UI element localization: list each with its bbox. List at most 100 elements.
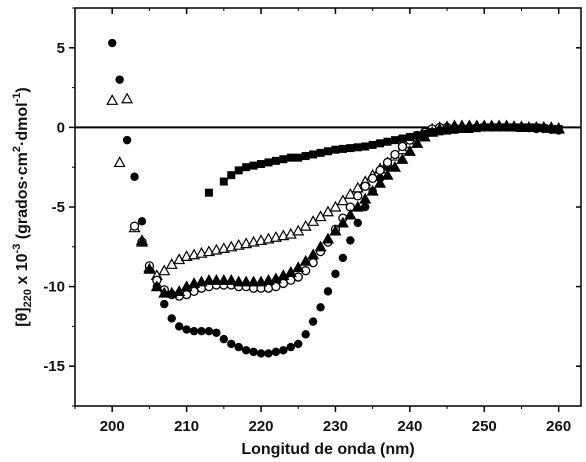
data-point-filled-square bbox=[257, 160, 266, 169]
data-point-filled-square bbox=[368, 140, 377, 149]
x-tick-labels: 200 210 220 230 240 250 260 bbox=[100, 418, 572, 435]
data-point-filled-triangle bbox=[344, 208, 357, 220]
data-point-open-circle bbox=[189, 286, 199, 297]
data-point-open-triangle bbox=[121, 92, 134, 104]
data-point-open-circle bbox=[353, 191, 363, 201]
data-point-filled-circle bbox=[160, 299, 169, 309]
data-point-open-triangle bbox=[106, 94, 119, 105]
x-tick-label: 230 bbox=[323, 418, 348, 435]
data-point-filled-square bbox=[554, 124, 563, 133]
data-point-filled-circle bbox=[279, 346, 288, 355]
y-tick-label: -15 bbox=[43, 358, 65, 375]
data-point-filled-triangle bbox=[292, 261, 305, 273]
data-point-filled-square bbox=[376, 139, 385, 148]
x-tick-label: 220 bbox=[249, 418, 274, 435]
axis-ticks bbox=[69, 7, 581, 412]
data-point-filled-square bbox=[487, 123, 496, 132]
data-point-open-circle bbox=[390, 149, 400, 160]
data-point-filled-square bbox=[532, 123, 541, 132]
data-point-filled-circle bbox=[204, 326, 214, 336]
data-point-filled-square bbox=[234, 166, 243, 175]
data-point-filled-circle bbox=[130, 172, 139, 181]
data-point-open-circle bbox=[375, 165, 385, 176]
data-point-filled-triangle bbox=[336, 216, 349, 228]
y-tick-label: -5 bbox=[52, 199, 65, 216]
data-point-filled-circle bbox=[338, 253, 348, 263]
data-point-filled-square bbox=[450, 125, 459, 134]
data-point-open-circle bbox=[278, 278, 289, 289]
data-point-filled-square bbox=[547, 124, 556, 133]
data-point-filled-square bbox=[249, 161, 258, 170]
data-point-open-triangle bbox=[336, 194, 349, 206]
data-point-filled-square bbox=[227, 171, 236, 180]
data-point-filled-circle bbox=[308, 317, 318, 326]
data-point-filled-circle bbox=[234, 342, 243, 352]
data-point-filled-circle bbox=[331, 269, 340, 279]
data-point-filled-square bbox=[219, 177, 228, 186]
x-tick-label: 240 bbox=[397, 418, 422, 435]
data-point-filled-circle bbox=[189, 326, 199, 336]
data-point-filled-circle bbox=[197, 326, 206, 336]
data-point-filled-square bbox=[346, 144, 355, 153]
data-point-filled-square bbox=[480, 123, 489, 132]
data-point-filled-square bbox=[338, 144, 347, 153]
data-point-open-circle bbox=[293, 272, 303, 282]
data-point-filled-square bbox=[383, 137, 392, 146]
data-point-filled-square bbox=[472, 124, 481, 133]
data-point-filled-triangle bbox=[359, 192, 372, 204]
data-point-filled-circle bbox=[115, 75, 124, 84]
data-point-filled-square bbox=[204, 188, 213, 197]
data-point-filled-square bbox=[443, 126, 452, 135]
data-point-filled-square bbox=[361, 142, 370, 151]
data-point-filled-triangle bbox=[225, 273, 238, 285]
data-point-filled-square bbox=[428, 128, 437, 137]
data-point-filled-triangle bbox=[240, 275, 253, 287]
data-point-filled-triangle bbox=[210, 273, 223, 285]
data-point-filled-square bbox=[398, 134, 407, 143]
data-point-filled-square bbox=[331, 145, 340, 154]
data-point-open-triangle bbox=[158, 264, 171, 276]
data-point-filled-square bbox=[301, 152, 310, 161]
data-point-filled-square bbox=[495, 123, 504, 132]
data-point-filled-square bbox=[457, 124, 466, 133]
data-point-filled-triangle bbox=[403, 145, 416, 156]
x-tick-label: 200 bbox=[100, 418, 125, 435]
data-point-filled-circle bbox=[219, 334, 229, 344]
data-point-filled-circle bbox=[286, 342, 295, 352]
data-point-filled-square bbox=[420, 129, 429, 138]
data-point-open-circle bbox=[129, 221, 140, 231]
data-point-filled-square bbox=[524, 123, 533, 132]
x-axis-title: Longitud de onda (nm) bbox=[241, 441, 414, 458]
data-point-filled-triangle bbox=[135, 235, 148, 247]
data-point-filled-triangle bbox=[321, 232, 335, 244]
data-point-filled-triangle bbox=[351, 200, 364, 212]
data-point-open-circle bbox=[367, 173, 378, 183]
data-point-filled-circle bbox=[249, 347, 258, 357]
data-point-filled-circle bbox=[346, 236, 355, 245]
data-point-filled-circle bbox=[227, 339, 236, 349]
data-point-filled-triangle bbox=[143, 262, 156, 274]
data-point-filled-circle bbox=[323, 287, 333, 296]
data-point-filled-triangle bbox=[158, 286, 171, 298]
data-point-filled-triangle bbox=[217, 273, 230, 285]
y-tick-labels: 5 0 -5 -10 -15 bbox=[43, 40, 65, 375]
data-point-filled-circle bbox=[361, 202, 370, 212]
data-series bbox=[106, 38, 565, 358]
data-point-filled-square bbox=[413, 131, 422, 140]
data-point-filled-square bbox=[286, 153, 295, 162]
series-open-triangle bbox=[106, 92, 565, 281]
data-point-filled-circle bbox=[174, 322, 184, 331]
data-point-filled-triangle bbox=[374, 176, 387, 188]
data-point-filled-square bbox=[502, 123, 511, 132]
data-point-open-triangle bbox=[344, 188, 357, 199]
data-point-filled-circle bbox=[271, 347, 281, 357]
data-point-open-circle bbox=[360, 181, 370, 191]
data-point-filled-triangle bbox=[388, 160, 401, 172]
data-point-filled-triangle bbox=[381, 168, 394, 180]
data-point-filled-triangle bbox=[202, 273, 215, 285]
data-point-filled-circle bbox=[256, 349, 266, 358]
data-point-open-circle bbox=[397, 141, 408, 152]
data-point-filled-circle bbox=[182, 325, 191, 334]
data-point-filled-square bbox=[271, 156, 280, 165]
